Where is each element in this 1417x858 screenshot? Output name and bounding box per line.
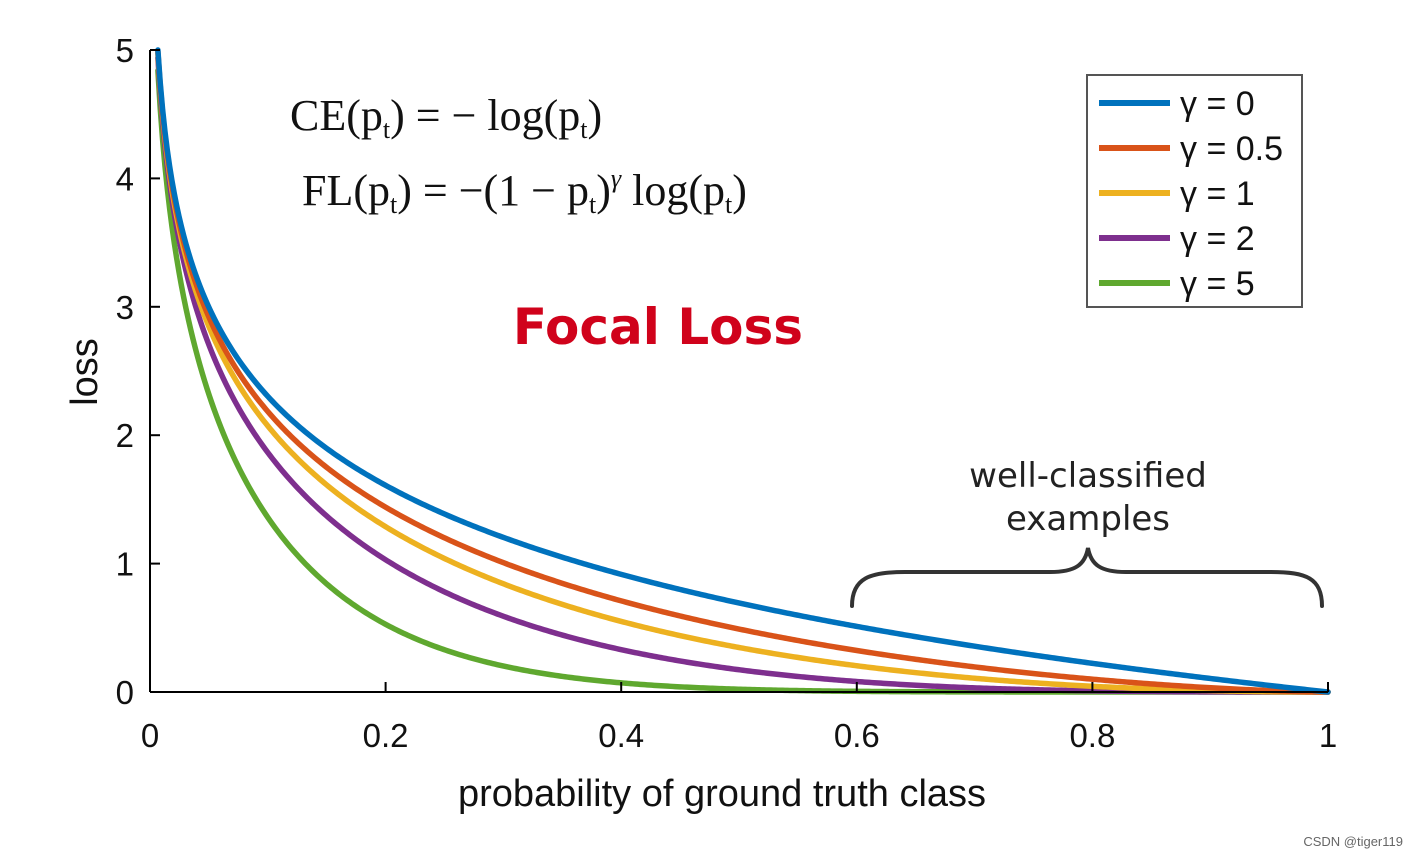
- annotation-line-2: examples: [1006, 499, 1170, 539]
- y-tick-label: 5: [116, 32, 134, 69]
- legend-label: γ = 2: [1180, 220, 1255, 258]
- chart-title: Focal Loss: [513, 298, 803, 356]
- annotation-line-1: well-classified: [969, 456, 1207, 496]
- well-classified-brace: [850, 547, 1324, 608]
- legend-label: γ = 1: [1180, 175, 1255, 213]
- watermark: CSDN @tiger119: [1303, 834, 1403, 849]
- legend: γ = 0 γ = 0.5 γ = 1 γ = 2 γ = 5: [1099, 85, 1283, 303]
- legend-label: γ = 5: [1180, 265, 1255, 303]
- y-tick-label: 1: [116, 546, 134, 583]
- x-tick-label: 0.4: [598, 717, 644, 754]
- y-tick-label: 4: [116, 160, 134, 197]
- y-tick-label: 3: [116, 289, 134, 326]
- series-line-gamma-0-5: [155, 48, 1331, 695]
- x-tick-label: 0: [141, 717, 159, 754]
- x-tick-label: 0.6: [834, 717, 880, 754]
- series-line-gamma-1: [155, 50, 1331, 695]
- y-axis-title: loss: [64, 338, 106, 406]
- fl-formula: FL(pt) = −(1 − pt)γ log(pt): [302, 164, 747, 219]
- x-tick-label: 0.8: [1069, 717, 1115, 754]
- axis-ticks: 0 0.2 0.4 0.6 0.8 1 0 1 2 3 4 5: [116, 32, 1338, 754]
- y-tick-label: 0: [116, 674, 134, 711]
- x-tick-label: 0.2: [363, 717, 409, 754]
- series-line-gamma-0: [155, 47, 1331, 695]
- x-tick-label: 1: [1319, 717, 1337, 754]
- legend-label: γ = 0.5: [1180, 130, 1283, 168]
- y-tick-label: 2: [116, 417, 134, 454]
- ce-formula: CE(pt) = − log(pt): [290, 91, 602, 144]
- x-axis-title: probability of ground truth class: [458, 773, 986, 815]
- legend-label: γ = 0: [1180, 85, 1255, 123]
